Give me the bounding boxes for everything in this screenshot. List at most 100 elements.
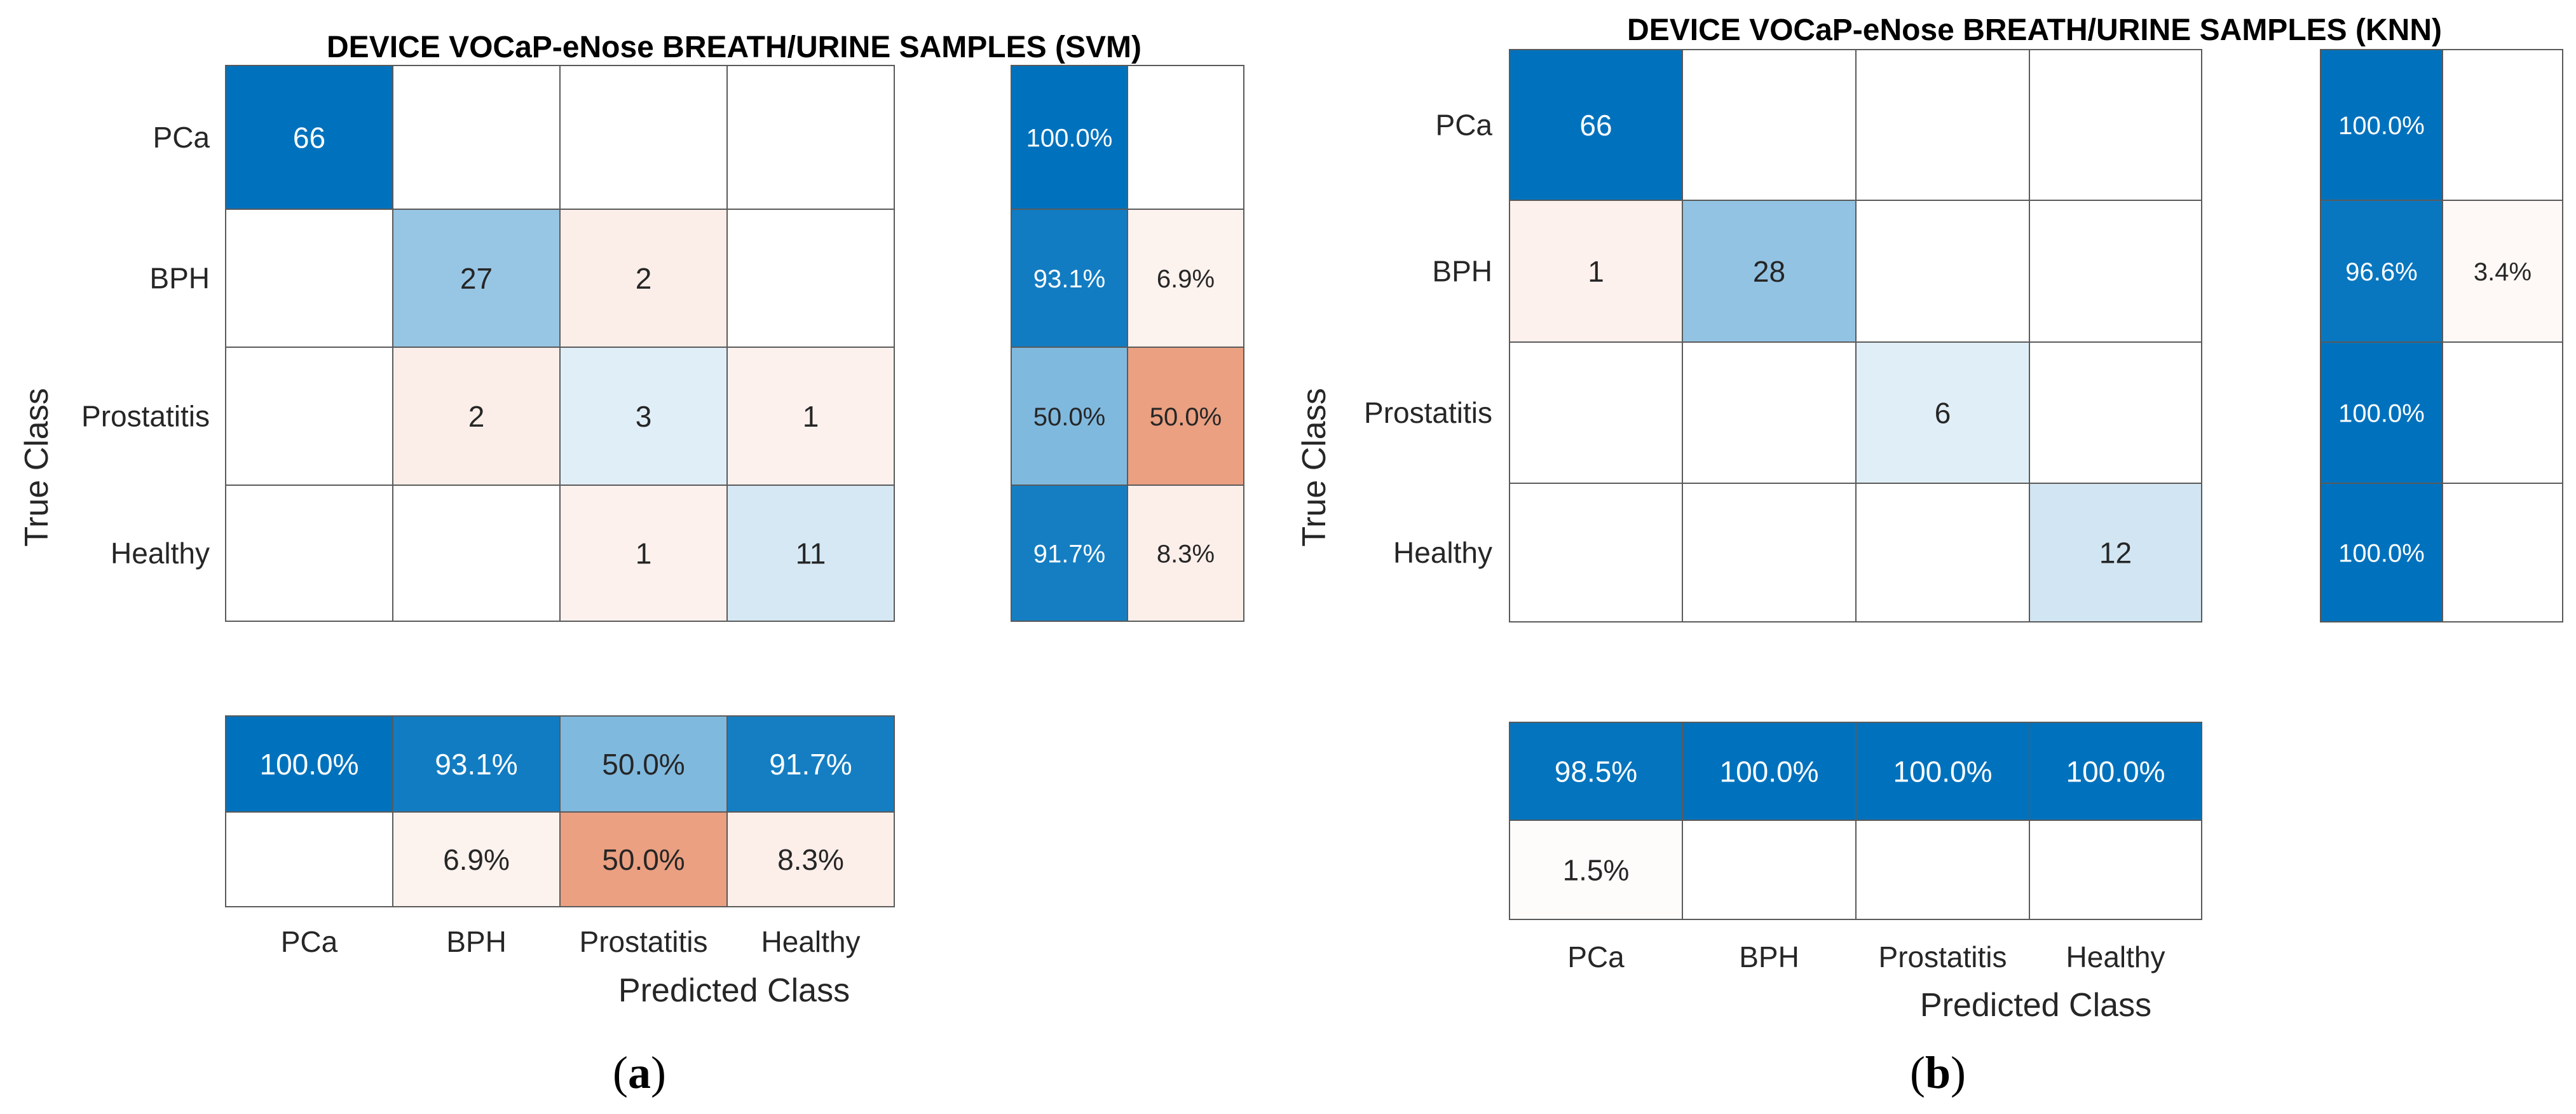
matrix-cell xyxy=(559,65,728,210)
matrix-cell-value: 3 xyxy=(636,400,652,433)
svg-text:(b): (b) xyxy=(1910,1047,1966,1098)
matrix-cell-value: 66 xyxy=(293,121,325,155)
matrix-cell xyxy=(225,485,393,622)
column-summary-cell-value: 1.5% xyxy=(1563,854,1630,887)
matrix-cell xyxy=(726,347,895,486)
matrix-cell xyxy=(1509,341,1683,484)
matrix-cell xyxy=(2029,341,2202,484)
row-summary-cell-value: 50.0% xyxy=(1150,403,1222,431)
column-summary: 98.5% 100.0% 100.0% 100.0% 1.5% xyxy=(1509,722,2202,920)
panel-b-knn: DEVICE VOCaP-eNose BREATH/URINE SAMPLES … xyxy=(1296,13,2563,1098)
x-tick-label: PCa xyxy=(1567,940,1625,973)
column-summary-cell xyxy=(1509,820,1683,920)
matrix-cell xyxy=(1509,49,1683,201)
matrix-cell-value: 2 xyxy=(468,400,485,433)
column-summary-cell xyxy=(726,715,895,813)
matrix-cell xyxy=(1855,200,2030,343)
panel-caption: (a) xyxy=(613,1047,666,1098)
svg-text:(a): (a) xyxy=(613,1047,666,1098)
matrix-cell xyxy=(1682,200,1857,343)
matrix-cell xyxy=(2029,49,2202,201)
matrix-cell xyxy=(1509,483,1683,622)
row-summary-cell-value: 50.0% xyxy=(1033,403,1105,431)
row-summary-cell xyxy=(1127,347,1244,486)
column-summary-cell-value: 100.0% xyxy=(1893,755,1992,788)
row-summary-cell-value: 6.9% xyxy=(1157,265,1215,293)
x-axis-label: Predicted Class xyxy=(618,972,850,1009)
column-summary-cell xyxy=(2029,820,2202,920)
row-summary-cell xyxy=(2442,483,2563,622)
column-summary-cell-value: 93.1% xyxy=(435,748,517,781)
caption-letter: b xyxy=(1925,1047,1951,1098)
matrix-cell xyxy=(726,485,895,622)
row-summary-cell-value: 8.3% xyxy=(1157,540,1215,568)
row-summary-cell xyxy=(2442,49,2563,201)
row-summary-cell xyxy=(1127,65,1244,210)
column-summary-cell-value: 100.0% xyxy=(259,748,358,781)
matrix-cell xyxy=(225,65,393,210)
column-summary-cell-value: 100.0% xyxy=(2066,755,2165,788)
column-summary-cell-value: 100.0% xyxy=(1719,755,1818,788)
matrix-cell-value: 11 xyxy=(796,537,826,570)
row-summary-cell-value: 3.4% xyxy=(2474,258,2532,286)
row-summary-cell xyxy=(2320,200,2443,343)
y-tick-label: Healthy xyxy=(111,537,210,570)
matrix-cell xyxy=(1855,483,2030,622)
row-summary: 100.0% 93.1% 6.9% 50.0% 50.0% 91.7% 8.3% xyxy=(1011,65,1244,622)
y-tick-label: BPH xyxy=(1432,255,1492,288)
column-summary-cell xyxy=(2029,722,2202,821)
matrix-cell xyxy=(2029,200,2202,343)
column-summary-cell-value: 8.3% xyxy=(777,843,844,876)
x-tick-label: PCa xyxy=(281,925,338,958)
column-summary-cell xyxy=(392,811,561,907)
matrix-cell-value: 1 xyxy=(636,537,652,570)
row-summary-cell xyxy=(2442,200,2563,343)
matrix-cell xyxy=(1682,341,1857,484)
y-tick-label: PCa xyxy=(1436,109,1493,142)
matrix-cell-value: 28 xyxy=(1753,255,1785,288)
x-tick-label: BPH xyxy=(1739,940,1799,973)
matrix-cell-value: 27 xyxy=(460,262,493,295)
confusion-matrix-cells: 66 1 28 6 12 xyxy=(1509,49,2202,622)
row-summary-cell xyxy=(1011,485,1128,622)
panel-caption: (b) xyxy=(1910,1047,1966,1098)
row-summary-cell-value: 93.1% xyxy=(1033,265,1105,293)
column-summary-cell xyxy=(726,811,895,907)
matrix-cell-value: 6 xyxy=(1935,397,1951,430)
column-summary: 100.0% 93.1% 50.0% 91.7% 6.9% 50.0% 8.3% xyxy=(225,715,895,907)
matrix-cell-value: 1 xyxy=(803,400,819,433)
matrix-cell xyxy=(1682,49,1857,201)
matrix-cell-value: 12 xyxy=(2099,537,2132,570)
y-axis-label: True Class xyxy=(18,388,55,546)
x-tick-label: Healthy xyxy=(761,925,861,958)
row-summary-cell-value: 100.0% xyxy=(2338,399,2425,427)
y-tick-label: Prostatitis xyxy=(81,400,210,433)
row-summary-cell-value: 96.6% xyxy=(2345,258,2417,286)
x-tick-label: Healthy xyxy=(2066,940,2165,973)
matrix-cell xyxy=(225,347,393,486)
panel-a-svm: DEVICE VOCaP-eNose BREATH/URINE SAMPLES … xyxy=(18,31,1244,1098)
matrix-cell-value: 1 xyxy=(1588,255,1604,288)
column-summary-cell xyxy=(225,715,393,813)
matrix-cell xyxy=(392,65,561,210)
x-tick-label: BPH xyxy=(446,925,507,958)
column-summary-cell xyxy=(1682,820,1857,920)
row-summary-cell xyxy=(1011,209,1128,348)
row-summary-cell xyxy=(2442,341,2563,484)
row-summary-cell-value: 100.0% xyxy=(1026,124,1113,152)
matrix-cell xyxy=(392,485,561,622)
y-tick-label: BPH xyxy=(149,262,210,295)
column-summary-cell xyxy=(559,811,728,907)
row-summary: 100.0% 96.6% 3.4% 100.0% 100.0% xyxy=(2320,49,2563,622)
matrix-cell xyxy=(1682,483,1857,622)
column-summary-cell xyxy=(392,715,561,813)
x-tick-label: Prostatitis xyxy=(1879,940,2007,973)
y-tick-label: Healthy xyxy=(1393,536,1492,569)
column-summary-cell xyxy=(1855,820,2030,920)
caption-letter: a xyxy=(628,1047,651,1098)
x-axis-label: Predicted Class xyxy=(1920,987,2151,1024)
column-summary-cell-value: 91.7% xyxy=(769,748,852,781)
column-summary-cell xyxy=(1855,722,2030,821)
matrix-cell xyxy=(559,209,728,348)
